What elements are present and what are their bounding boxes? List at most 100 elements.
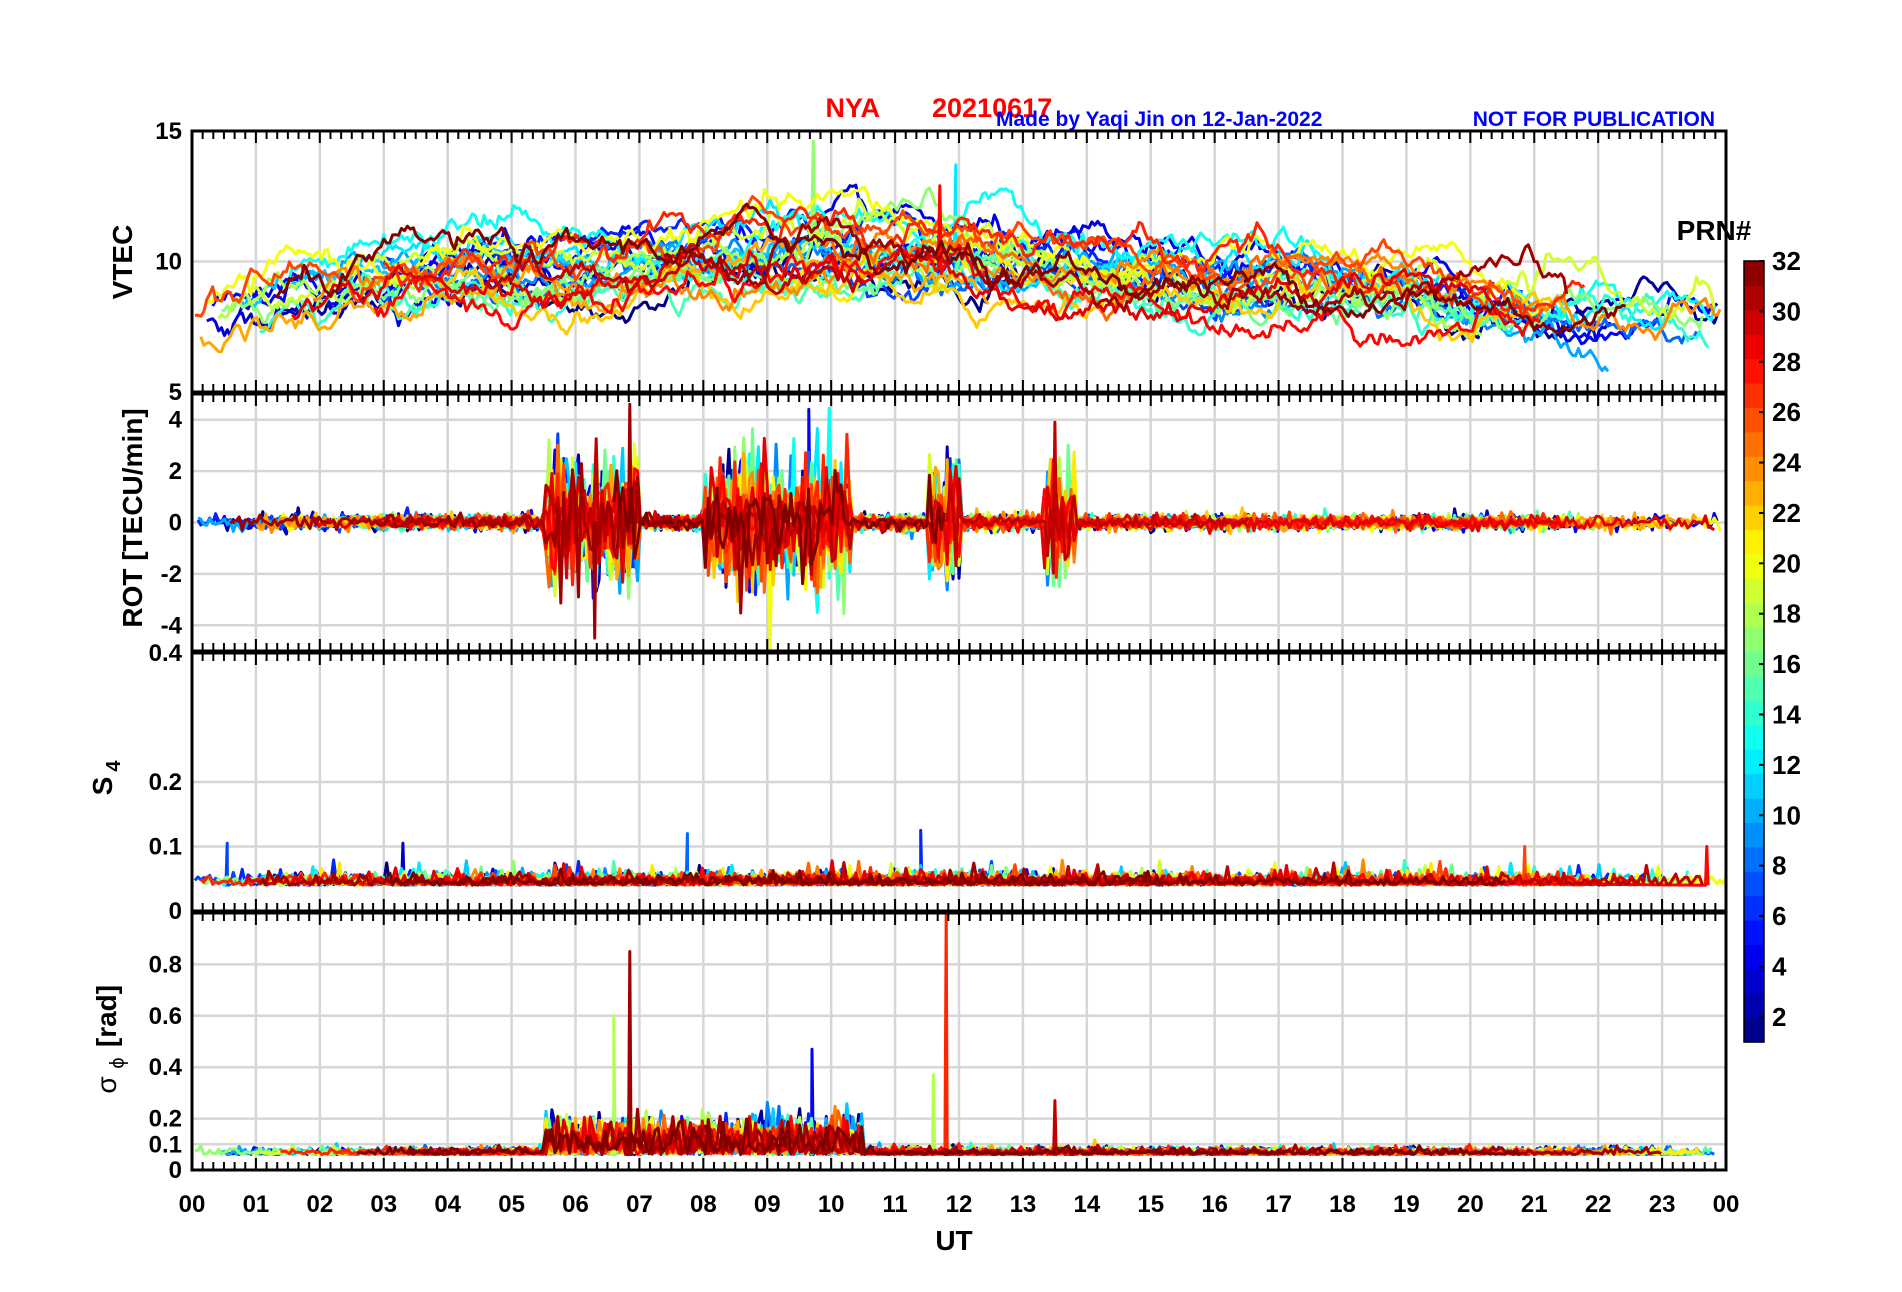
colorbar-label: PRN#: [1677, 215, 1752, 246]
series-s4: [193, 828, 1726, 887]
y-tick-label-sigma_phi: 0.8: [149, 951, 182, 978]
colorbar-tick-label: 22: [1772, 498, 1801, 528]
colorbar-segment: [1744, 358, 1764, 384]
sigma-label-main: σ: [91, 1076, 122, 1093]
x-tick-label: 06: [562, 1191, 589, 1218]
colorbar-tick-label: 18: [1772, 599, 1801, 629]
y-tick-label-vtec: 15: [155, 118, 182, 145]
s4-label-main: S: [87, 777, 118, 796]
x-tick-label: 10: [818, 1191, 845, 1218]
title-station: NYA: [825, 93, 880, 123]
y-tick-label-sigma_phi: 0.1: [149, 1131, 182, 1158]
prn-32-line: [356, 1117, 1520, 1157]
colorbar-segment: [1744, 700, 1764, 726]
colorbar-segment: [1744, 968, 1764, 994]
prn-20-line: [206, 185, 1554, 317]
colorbar-tick-label: 20: [1772, 548, 1801, 578]
colorbar-segment: [1744, 749, 1764, 775]
y-tick-label-s4: 0.4: [149, 640, 183, 667]
colorbar-segment: [1744, 578, 1764, 604]
panel-sigma_phi: 00.10.2 0.4 0.6 0.8: [149, 911, 1728, 1184]
not-for-publication: NOT FOR PUBLICATION: [1473, 108, 1715, 131]
series-sigma_phi: [194, 913, 1715, 1157]
colorbar-tick-label: 14: [1772, 699, 1801, 729]
panel-rot: -4 -2 0 2 4: [161, 392, 1728, 653]
sigma-label-unit: [rad]: [91, 985, 122, 1047]
y-axis-label-vtec: VTEC: [107, 225, 138, 300]
colorbar-segment: [1744, 529, 1764, 555]
s4-label-subscript: 4: [103, 760, 125, 772]
x-tick-label: 05: [498, 1191, 525, 1218]
colorbar-segment: [1744, 724, 1764, 750]
colorbar-segment: [1744, 651, 1764, 677]
ticks-vtec: [191, 131, 1727, 392]
x-tick-label: 14: [1073, 1191, 1100, 1218]
credit-text: Made by Yaqi Jin on 12-Jan-2022: [996, 108, 1322, 131]
y-axis-label-sigma-phi: σ ϕ [rad]: [91, 985, 129, 1094]
prn-18-line: [367, 1014, 1485, 1157]
colorbar-tick-label: 16: [1772, 649, 1801, 679]
colorbar-segment: [1744, 261, 1764, 287]
prn-21-line: [769, 236, 1161, 303]
colorbar-tick-label: 32: [1772, 246, 1801, 276]
colorbar-segment: [1744, 846, 1764, 872]
gridlines-sigma_phi: [192, 913, 1726, 1170]
y-tick-label-rot: 0: [169, 510, 182, 537]
colorbar-segment: [1744, 822, 1764, 848]
x-tick-label: 17: [1265, 1191, 1292, 1218]
prn-25-line: [819, 233, 1418, 322]
colorbar-tick-label: 12: [1772, 750, 1801, 780]
colorbar-segment: [1744, 480, 1764, 506]
prn-29-line: [314, 436, 1715, 584]
prn-30-line: [483, 247, 864, 296]
ticks-s4: [191, 653, 1727, 911]
colorbar-segment: [1744, 553, 1764, 579]
colorbar-tick-label: 8: [1772, 851, 1786, 881]
x-tick-label: 07: [626, 1191, 653, 1218]
x-tick-label: 00: [179, 1191, 206, 1218]
x-tick-label: 16: [1201, 1191, 1228, 1218]
prn-32-line: [612, 469, 946, 586]
series-vtec: [194, 139, 1722, 373]
x-tick-label: 20: [1457, 1191, 1484, 1218]
colorbar-segment: [1744, 431, 1764, 457]
colorbar-segment: [1744, 334, 1764, 360]
y-tick-label-rot: 4: [169, 407, 183, 434]
x-tick-label: 15: [1137, 1191, 1164, 1218]
x-tick-label: 12: [946, 1191, 973, 1218]
colorbar-tick-label: 10: [1772, 800, 1801, 830]
colorbar-segment: [1744, 407, 1764, 433]
y-tick-label-sigma_phi: 0.4: [149, 1054, 183, 1081]
x-tick-label: 19: [1393, 1191, 1420, 1218]
x-tick-label: 02: [306, 1191, 333, 1218]
colorbar-tick-label: 6: [1772, 901, 1786, 931]
y-tick-label-rot: 2: [169, 458, 182, 485]
x-tick-label: 23: [1649, 1191, 1676, 1218]
title-date: 20210617: [932, 93, 1052, 123]
panel-s4: 0 0.1 0.2 0.4: [149, 640, 1728, 925]
prn-22-line: [438, 251, 1567, 344]
colorbar-tick-label: 28: [1772, 347, 1801, 377]
colorbar-segment: [1744, 773, 1764, 799]
colorbar-segment: [1744, 675, 1764, 701]
x-tick-label: 13: [1010, 1191, 1037, 1218]
colorbar-segment: [1744, 1017, 1764, 1043]
y-tick-label-s4: 0.2: [149, 769, 182, 796]
prn-20-line: [264, 442, 1722, 651]
y-tick-label-rot: -4: [161, 612, 183, 639]
colorbar-segment: [1744, 505, 1764, 531]
ticks-sigma_phi: [191, 913, 1727, 1170]
x-tick-label: 09: [754, 1191, 781, 1218]
x-tick-label: 22: [1585, 1191, 1612, 1218]
y-tick-label-sigma_phi: 0.2: [149, 1106, 182, 1133]
x-tick-label: 00: [1713, 1191, 1740, 1218]
colorbar-tick-label: 2: [1772, 1002, 1786, 1032]
colorbar-segment: [1744, 871, 1764, 897]
colorbar-segment: [1744, 285, 1764, 311]
colorbar-segment: [1744, 456, 1764, 482]
y-tick-label-s4: 0: [169, 898, 182, 925]
y-axis-label-rot: ROT [TECU/min]: [117, 408, 148, 627]
